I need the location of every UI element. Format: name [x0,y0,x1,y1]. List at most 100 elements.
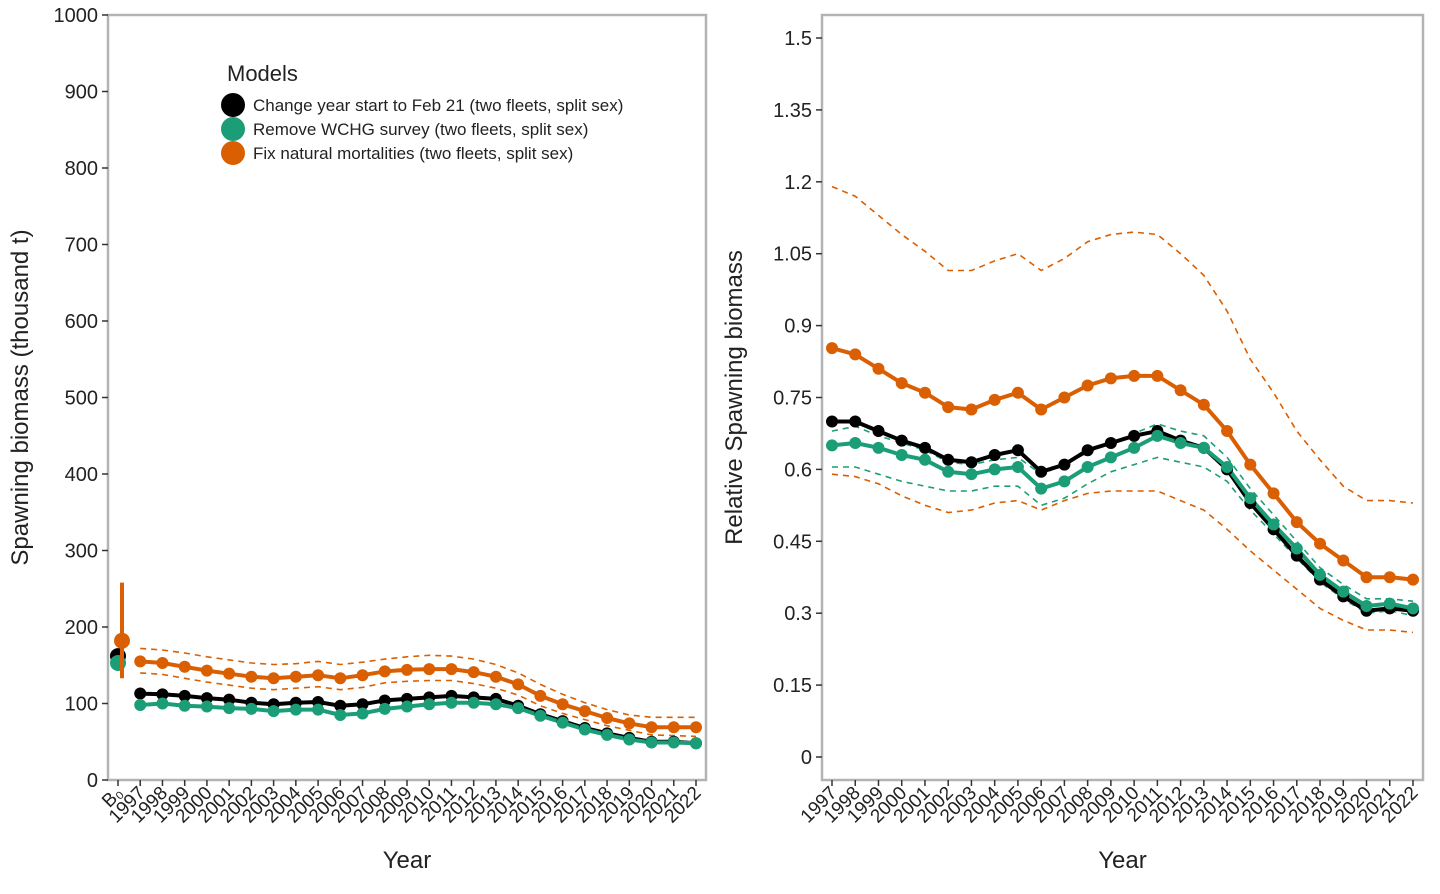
y-tick-label: 500 [65,388,98,410]
data-point [334,699,347,712]
y-tick-label: 1000 [54,5,99,27]
data-point [872,362,885,375]
series-line [832,419,1414,613]
data-point [556,698,569,711]
data-point [356,698,369,711]
data-point [1337,585,1350,598]
legend-label: Change year start to Feb 21 (two fleets,… [253,96,623,115]
reference-point [114,632,130,649]
data-point [849,415,862,428]
y-tick-label: 600 [65,311,98,333]
data-point [1035,465,1048,478]
data-point [1244,492,1257,505]
y-tick-label: 0.9 [784,316,812,338]
interval-line [831,185,1414,504]
data-point [467,666,480,679]
y-tick-label: 1.5 [784,28,812,50]
interval-line [140,672,697,738]
data-point [423,698,436,711]
y-tick-label: 800 [65,158,98,180]
x-axis-label: Year [1098,847,1147,874]
data-point [200,664,213,677]
data-point [1221,461,1234,474]
data-point [645,736,658,749]
y-tick-label: 300 [65,541,98,563]
data-point [156,688,169,701]
data-point [1314,568,1327,581]
data-point [556,716,569,729]
y-tick-label: 700 [65,235,98,257]
y-tick-label: 1.05 [773,244,812,266]
data-point [223,702,236,715]
data-point [401,700,413,713]
legend-label: Remove WCHG survey (two fleets, split se… [253,120,588,139]
data-point [942,453,955,466]
y-tick-label: 1.35 [773,100,812,122]
y-tick-label: 0.75 [773,388,812,410]
data-point [178,699,191,712]
data-point [178,660,191,673]
data-point [895,434,908,447]
y-tick-label: 1.2 [784,172,812,194]
y-tick-label: 0.6 [784,459,812,481]
data-point [849,348,862,361]
legend-title: Models [227,61,298,86]
data-point [667,736,680,749]
data-point [690,721,702,734]
data-point [1151,429,1164,442]
interval-line [832,456,1414,617]
data-point [1128,429,1141,442]
data-point [1314,537,1327,550]
data-point [1290,516,1303,529]
data-point [178,689,191,702]
data-point [1081,444,1094,457]
y-tick-label: 100 [65,694,98,716]
data-point [378,665,391,678]
data-point [489,670,502,683]
data-point [1174,384,1187,397]
data-point [289,670,302,683]
data-point [965,403,978,416]
data-point [1104,451,1117,464]
data-point [918,386,931,399]
data-point [1267,518,1280,531]
data-point [623,717,636,730]
data-point [312,669,325,682]
data-point [988,449,1001,462]
data-point [467,696,480,709]
data-point [534,689,547,702]
data-point [942,401,955,414]
data-point [1081,379,1094,392]
data-point [1197,441,1210,454]
data-point [1383,597,1396,610]
y-tick-label: 0.3 [784,603,812,625]
y-tick-label: 0.15 [773,675,812,697]
data-point [245,670,258,683]
data-point [378,702,391,715]
data-point [1104,437,1117,450]
data-point [534,709,547,722]
data-point [1011,444,1024,457]
data-point [988,463,1001,476]
data-point [423,663,436,676]
data-point [1011,461,1024,474]
data-point [1383,571,1396,584]
data-point [1035,482,1048,495]
data-point [601,728,614,741]
y-tick-label: 400 [65,464,98,486]
legend-swatch [221,93,245,117]
data-point [512,702,525,715]
legend-swatch [221,117,245,141]
data-point [918,441,931,454]
data-point [1104,372,1117,385]
data-point [895,449,908,462]
data-point [401,663,413,676]
data-point [1360,571,1373,584]
data-point [334,672,347,685]
y-tick-label: 900 [65,82,98,104]
data-point [849,437,862,450]
plot-frame [820,13,1425,782]
legend-label: Fix natural mortalities (two fleets, spl… [253,144,573,163]
data-point [223,693,236,706]
